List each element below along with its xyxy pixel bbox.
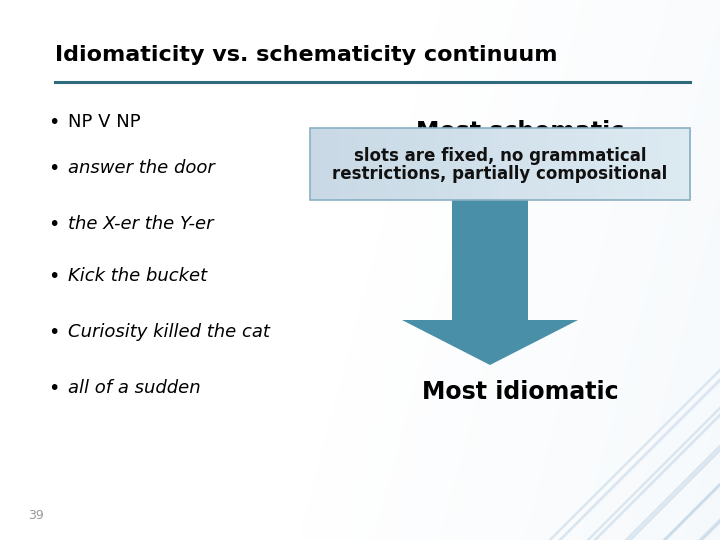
Bar	[338, 128, 349, 200]
Text: •: •	[48, 322, 59, 341]
Bar	[576, 128, 587, 200]
Bar	[605, 128, 615, 200]
Bar	[538, 128, 549, 200]
Bar	[367, 128, 377, 200]
Bar	[585, 128, 596, 200]
Bar	[348, 128, 359, 200]
Bar	[528, 128, 539, 200]
Bar	[567, 128, 577, 200]
Bar	[452, 299, 528, 305]
Bar	[433, 128, 444, 200]
Bar	[452, 260, 528, 266]
Bar	[490, 128, 501, 200]
Bar	[452, 294, 528, 299]
Bar	[452, 206, 528, 211]
Bar	[452, 211, 528, 217]
FancyArrow shape	[402, 200, 578, 365]
Text: •: •	[48, 267, 59, 286]
Bar	[395, 128, 406, 200]
Text: restrictions, partially compositional: restrictions, partially compositional	[333, 165, 667, 183]
Bar	[633, 128, 644, 200]
Text: Most idiomatic: Most idiomatic	[422, 380, 618, 404]
Bar	[452, 222, 528, 227]
Text: Idiomaticity vs. schematicity continuum: Idiomaticity vs. schematicity continuum	[55, 45, 557, 65]
Bar	[452, 305, 528, 310]
Bar	[424, 128, 434, 200]
Bar	[472, 128, 482, 200]
Bar	[415, 128, 425, 200]
Bar	[452, 128, 463, 200]
Bar	[358, 128, 368, 200]
Bar	[452, 227, 528, 233]
Bar	[510, 128, 520, 200]
Bar	[452, 200, 528, 206]
Bar	[452, 244, 528, 249]
Bar	[452, 249, 528, 255]
Bar	[452, 272, 528, 277]
Text: •: •	[48, 159, 59, 178]
Bar	[662, 128, 672, 200]
Bar	[452, 233, 528, 239]
Bar	[452, 255, 528, 260]
Text: slots are fixed, no grammatical: slots are fixed, no grammatical	[354, 147, 647, 165]
Text: Kick the bucket: Kick the bucket	[68, 267, 207, 285]
Text: all of a sudden: all of a sudden	[68, 379, 201, 397]
Bar	[310, 128, 320, 200]
Bar	[452, 288, 528, 294]
Bar	[320, 128, 330, 200]
Bar	[519, 128, 529, 200]
Bar	[452, 239, 528, 244]
Bar	[481, 128, 492, 200]
Text: Curiosity killed the cat: Curiosity killed the cat	[68, 323, 270, 341]
Text: NP V NP: NP V NP	[68, 113, 140, 131]
Text: answer the door: answer the door	[68, 159, 215, 177]
Bar	[310, 128, 690, 200]
Bar	[547, 128, 558, 200]
Bar	[452, 266, 528, 272]
Bar	[405, 128, 415, 200]
Bar	[377, 128, 387, 200]
Bar	[642, 128, 653, 200]
Text: Most schematic: Most schematic	[416, 120, 624, 144]
Text: 39: 39	[28, 509, 44, 522]
Bar	[652, 128, 662, 200]
Bar	[462, 128, 472, 200]
Bar	[452, 277, 528, 282]
Bar	[680, 128, 691, 200]
Bar	[624, 128, 634, 200]
Bar	[386, 128, 397, 200]
Bar	[557, 128, 567, 200]
Bar	[500, 128, 510, 200]
Text: •: •	[48, 112, 59, 132]
Bar	[614, 128, 624, 200]
Bar	[329, 128, 340, 200]
Bar	[452, 310, 528, 315]
Bar	[452, 282, 528, 288]
Text: •: •	[48, 379, 59, 397]
Text: •: •	[48, 214, 59, 233]
Bar	[595, 128, 606, 200]
Bar	[452, 217, 528, 222]
Bar	[671, 128, 682, 200]
Text: the X-er the Y-er: the X-er the Y-er	[68, 215, 214, 233]
Bar	[443, 128, 454, 200]
